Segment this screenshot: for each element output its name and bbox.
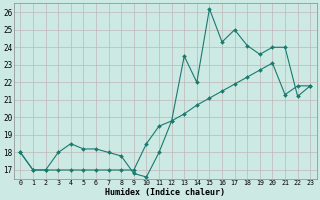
- X-axis label: Humidex (Indice chaleur): Humidex (Indice chaleur): [105, 188, 225, 197]
